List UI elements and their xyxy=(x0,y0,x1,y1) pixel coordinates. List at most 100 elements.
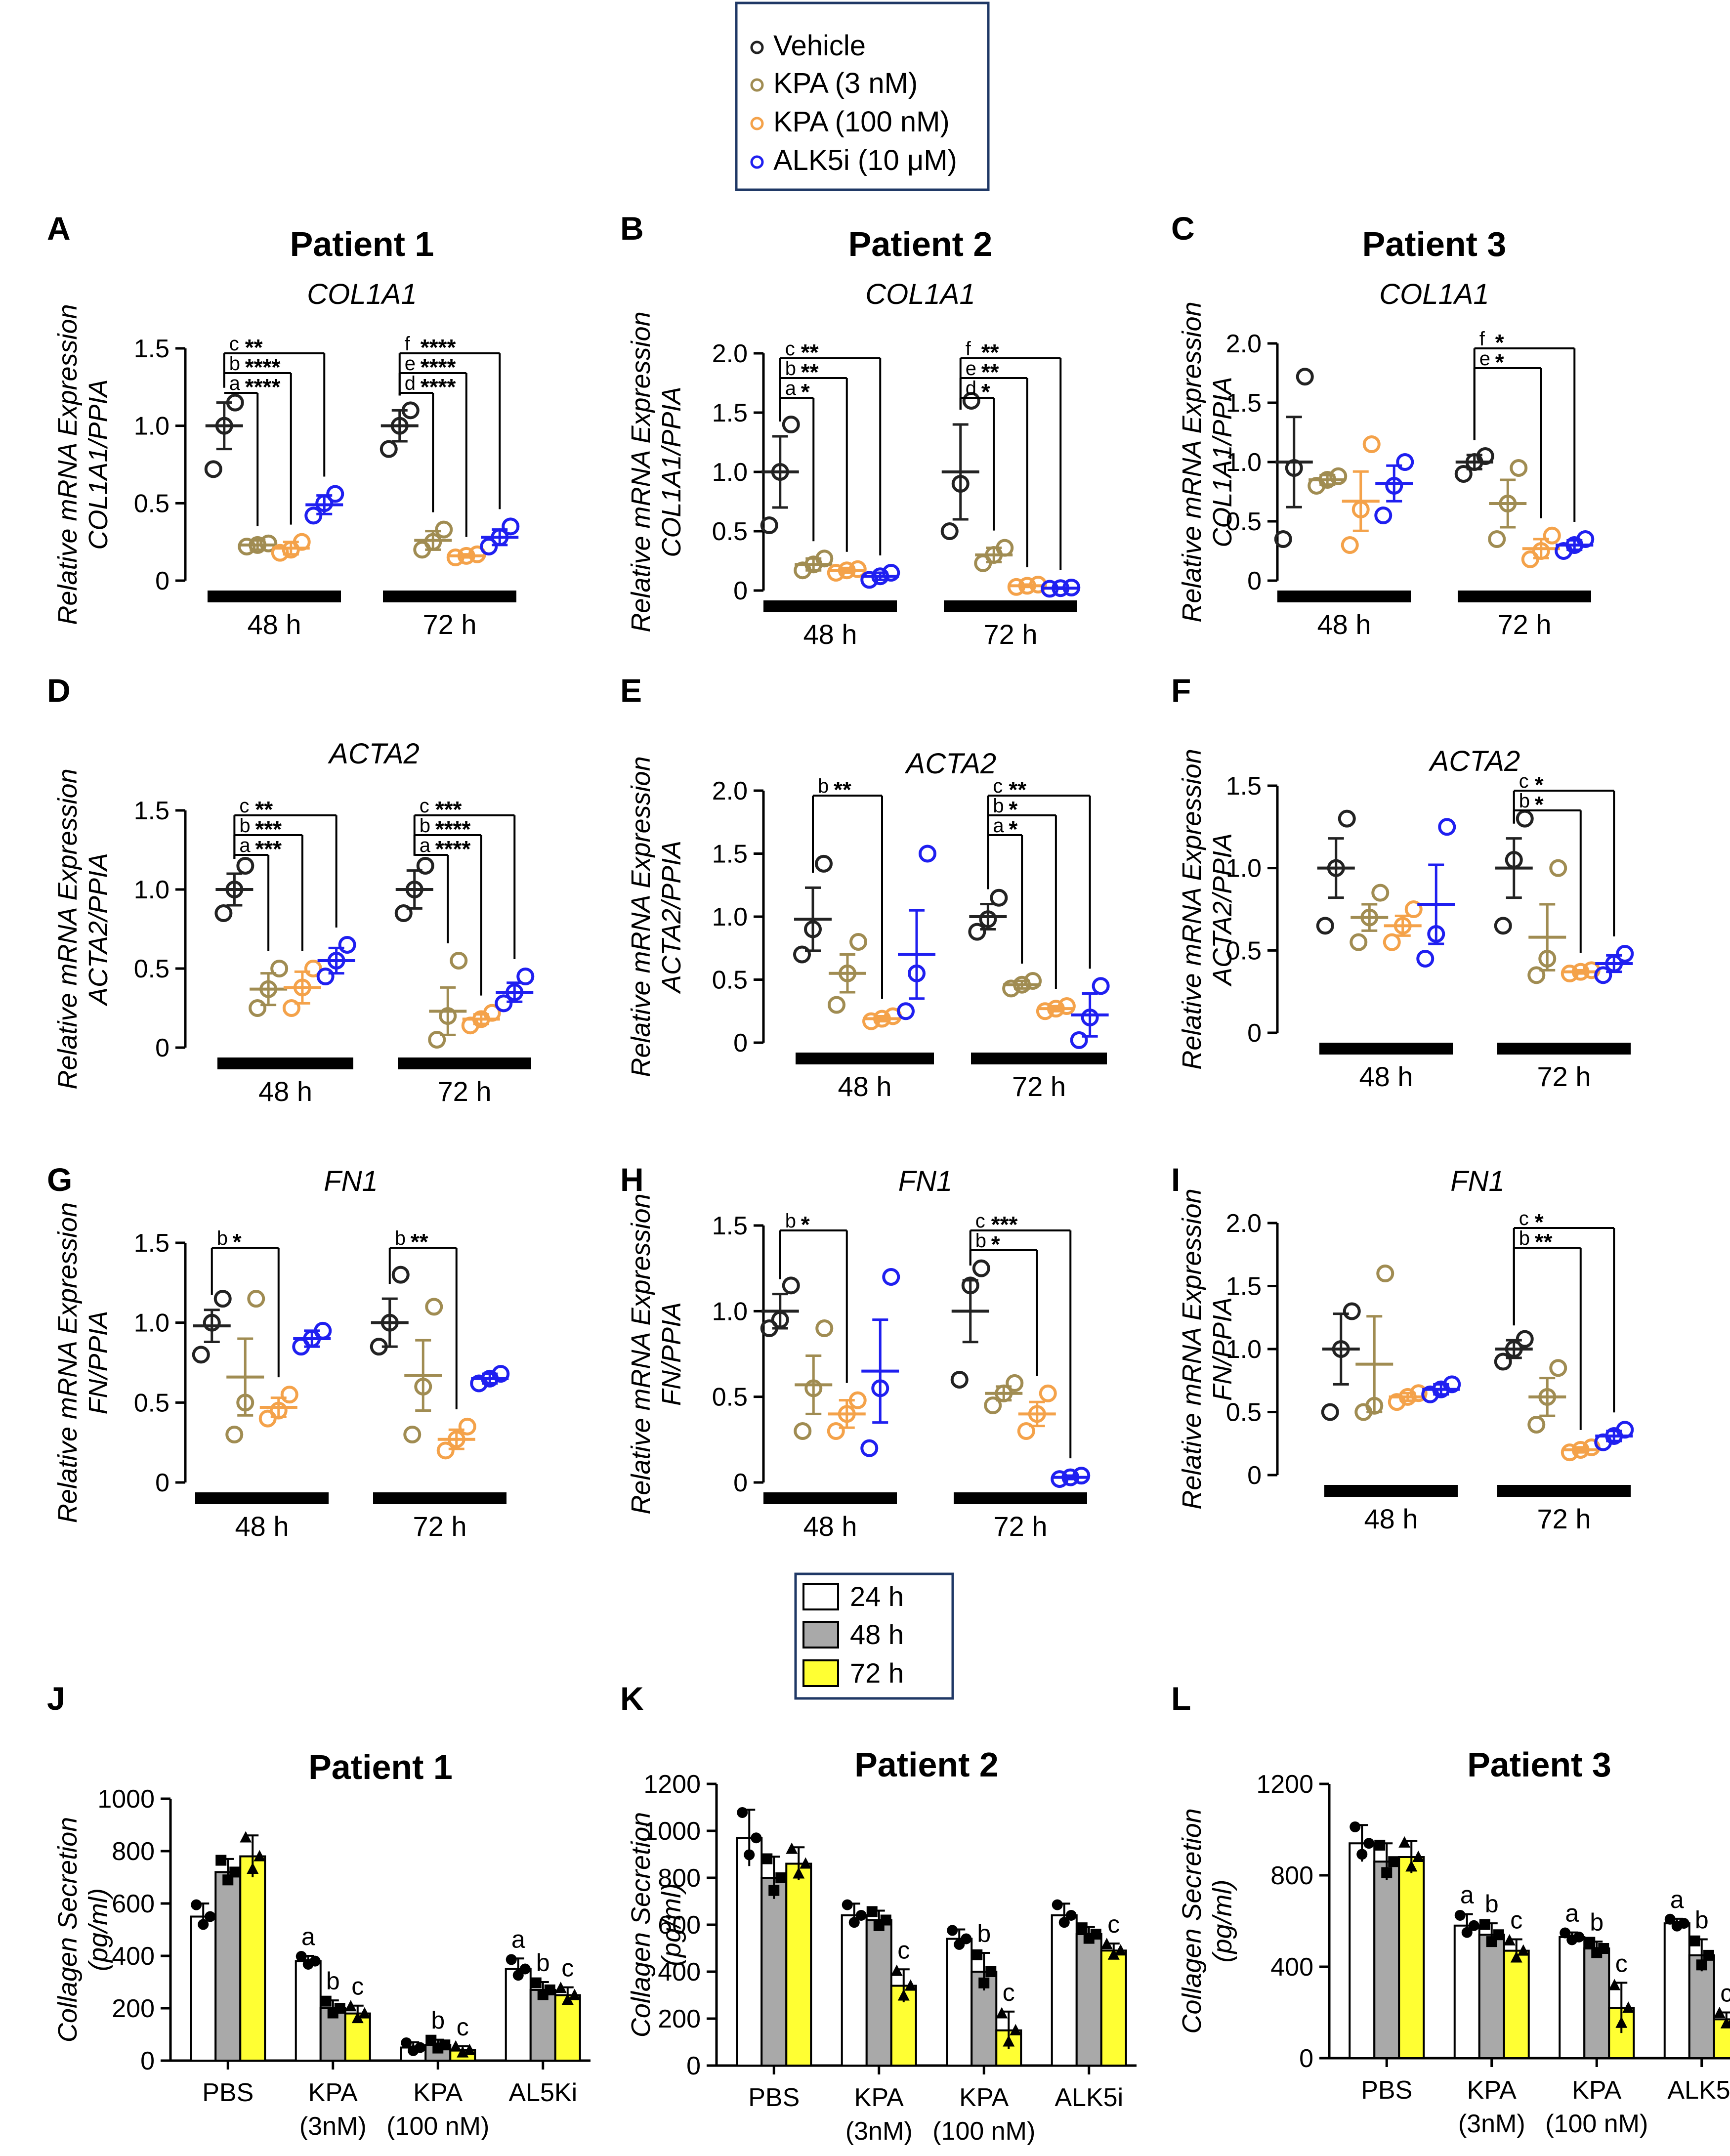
data-point xyxy=(1538,950,1557,968)
bar-bar24 xyxy=(190,1899,217,2062)
series-alk5i xyxy=(1416,818,1456,968)
data-point xyxy=(271,544,289,562)
timepoint-bar xyxy=(217,1057,353,1069)
y-axis-label: ACTA2/PPIA xyxy=(1208,833,1237,987)
series-alk5i xyxy=(860,1268,900,1457)
significance-letter: c xyxy=(457,2013,469,2041)
timepoint-bar xyxy=(944,600,1077,612)
significance-letter: a xyxy=(420,835,431,856)
significance-stars: *** xyxy=(991,1212,1018,1237)
bar-bar48: b xyxy=(1688,1906,1715,2059)
data-point xyxy=(280,1386,298,1404)
data-point xyxy=(1329,467,1348,485)
legend-timepoints: 24 h 48 h 72 h xyxy=(794,1572,954,1700)
series-kpa3 xyxy=(1308,467,1348,495)
significance-letter: a xyxy=(511,1925,525,1953)
data-point xyxy=(270,960,289,977)
significance-stars: * xyxy=(801,1212,810,1237)
replicate-point xyxy=(1454,1909,1466,1921)
bar xyxy=(1398,1856,1425,2059)
y-tick-label: 0.5 xyxy=(712,1383,748,1412)
series-kpa100 xyxy=(827,560,867,582)
significance-stars: ** xyxy=(245,335,263,360)
series-kpa3 xyxy=(403,1298,443,1443)
replicate-point xyxy=(1678,1918,1689,1929)
significance-stars: * xyxy=(1009,816,1017,842)
bar-bar24 xyxy=(736,1807,763,2067)
data-point xyxy=(1081,1009,1099,1026)
y-tick-label: 0 xyxy=(1299,2044,1313,2073)
y-tick-label: 0 xyxy=(1247,567,1262,595)
bar-bar24 xyxy=(946,1925,973,2067)
bar-bar72 xyxy=(1398,1836,1425,2059)
bar xyxy=(1559,1936,1586,2059)
gene-label: ACTA2 xyxy=(328,738,420,770)
panel-title: Patient 1 xyxy=(290,225,434,263)
significance-letter: b xyxy=(977,1920,991,1947)
series-vehicle xyxy=(1494,809,1534,935)
data-point xyxy=(1072,1467,1091,1485)
y-tick-label: 800 xyxy=(658,1864,701,1893)
significance-letter: b xyxy=(431,2007,445,2034)
bar-bar72: c xyxy=(344,1973,371,2062)
significance-letter: b xyxy=(536,1949,550,1977)
replicate-point xyxy=(295,1951,307,1962)
panel-title: Patient 3 xyxy=(1467,1745,1611,1784)
series-kpa3 xyxy=(238,534,278,556)
significance-stars: **** xyxy=(421,374,456,400)
data-point xyxy=(1351,501,1370,518)
data-point xyxy=(1404,900,1423,918)
data-point xyxy=(873,1010,891,1028)
data-point xyxy=(1341,536,1359,554)
data-point xyxy=(882,1268,900,1286)
replicate-point xyxy=(786,1842,798,1854)
significance-letter: b xyxy=(785,358,796,380)
series-alk5i xyxy=(470,1365,510,1393)
replicate-point xyxy=(1363,1838,1375,1849)
y-tick-label: 1.5 xyxy=(134,335,169,363)
data-point xyxy=(782,1276,800,1295)
significance-letter: c xyxy=(351,1973,364,2000)
panel-g: G FN1 0 0.5 1.0 1.5 Relative mRNA Expression FN… xyxy=(47,1161,510,1542)
replicate-point xyxy=(1114,1944,1127,1956)
replicate-point xyxy=(401,2037,412,2048)
data-point xyxy=(447,1430,465,1448)
x-tick-label: 72 h xyxy=(994,1511,1048,1542)
data-point xyxy=(1365,1396,1384,1415)
data-point xyxy=(457,547,475,565)
data-point xyxy=(1576,530,1595,548)
y-tick-label: 0 xyxy=(155,1034,169,1062)
significance-letter: b xyxy=(1519,790,1530,812)
y-axis-label: COL1A1/PPIA xyxy=(657,386,686,557)
data-point xyxy=(882,564,900,582)
significance-bracket: b ** xyxy=(779,358,848,552)
data-point xyxy=(1561,1443,1579,1462)
significance-bracket: b * xyxy=(779,1210,848,1383)
data-point xyxy=(968,923,986,941)
data-point xyxy=(483,1004,501,1022)
bar xyxy=(1688,1954,1715,2059)
legend-swatch-24h xyxy=(802,1583,839,1610)
x-tick-label: 72 h xyxy=(423,609,477,640)
data-point xyxy=(815,854,833,873)
data-point xyxy=(1516,1330,1534,1348)
legend-label-24h: 24 h xyxy=(850,1581,904,1612)
replicate-point xyxy=(240,1831,252,1843)
replicate-point xyxy=(1003,2035,1015,2047)
significance-bracket: a *** xyxy=(233,835,282,951)
data-point xyxy=(1006,1374,1024,1392)
y-tick-label: 1.5 xyxy=(1226,1272,1262,1301)
data-point xyxy=(1476,447,1494,465)
legend-marker-alk5i xyxy=(750,155,764,169)
series-alk5i xyxy=(495,968,535,1013)
series-alk5i xyxy=(1070,977,1110,1049)
replicate-point xyxy=(1052,1899,1063,1910)
bar-bar48 xyxy=(760,1853,788,2067)
data-point xyxy=(236,857,254,875)
significance-letter: c xyxy=(1615,1949,1628,1977)
y-tick-label: 2.0 xyxy=(1226,1209,1262,1238)
data-point xyxy=(259,980,278,998)
replicate-point xyxy=(1076,1922,1088,1934)
series-kpa3 xyxy=(1527,859,1567,984)
data-point xyxy=(760,1319,778,1337)
